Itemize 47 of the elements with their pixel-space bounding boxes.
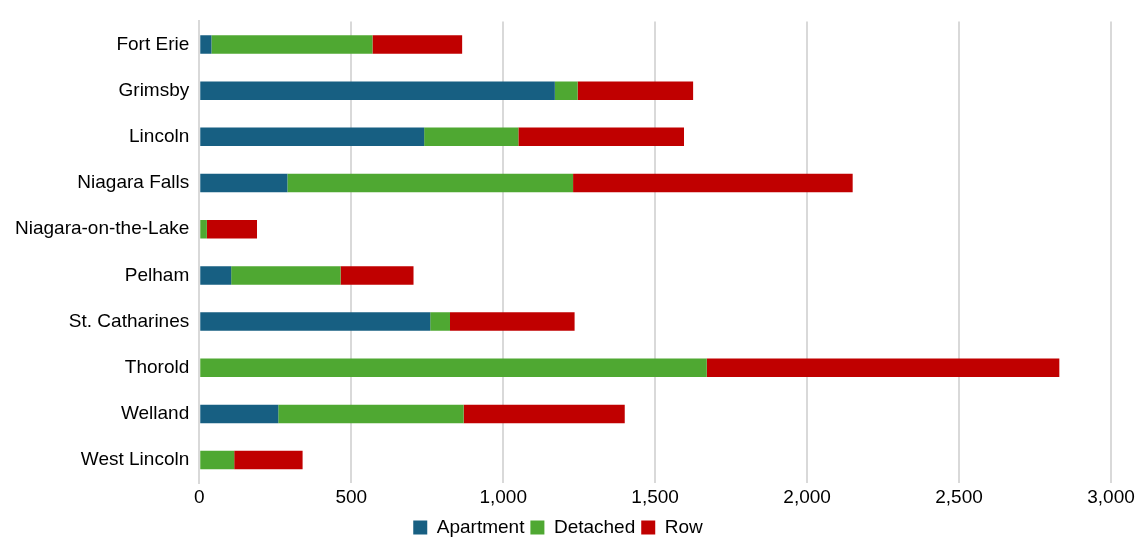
x-tick-label: 1,500	[631, 485, 679, 507]
bar	[340, 266, 414, 285]
y-tick-label: West Lincoln	[80, 448, 190, 470]
bar	[234, 450, 303, 470]
bar	[200, 358, 707, 377]
y-tick-label: Niagara Falls	[77, 171, 190, 193]
bar	[231, 266, 341, 285]
y-tick-label: Thorold	[124, 355, 190, 377]
x-tick-label: 3,000	[1087, 485, 1135, 507]
x-tick-label: 500	[335, 485, 368, 507]
bar	[463, 404, 625, 424]
bar	[200, 173, 288, 193]
bar	[200, 450, 235, 470]
bar	[706, 358, 1060, 377]
bar	[577, 81, 694, 100]
bar	[200, 127, 425, 147]
y-tick-label: Grimsby	[118, 78, 190, 100]
bar	[200, 266, 232, 285]
legend-label: Detached	[553, 515, 636, 537]
x-tick-label: 1,000	[479, 485, 527, 507]
y-tick-label: Pelham	[124, 263, 190, 285]
y-tick-label: St. Catharines	[68, 309, 190, 331]
bar	[278, 404, 464, 424]
x-tick-label: 2,500	[935, 485, 983, 507]
bar	[206, 219, 258, 239]
legend-label: Row	[664, 515, 704, 537]
x-tick-label: 2,000	[783, 485, 831, 507]
bar	[449, 312, 575, 331]
bar	[200, 81, 555, 100]
bar	[211, 35, 373, 54]
bar	[424, 127, 519, 147]
bar	[200, 219, 207, 239]
bar	[573, 173, 853, 193]
bar	[518, 127, 684, 147]
bar	[200, 404, 279, 424]
y-tick-label: Welland	[120, 402, 190, 424]
bar	[287, 173, 574, 193]
y-tick-label: Fort Erie	[116, 32, 190, 54]
bar	[200, 35, 212, 54]
x-tick-label: 0	[193, 485, 205, 507]
y-tick-label: Lincoln	[129, 125, 190, 147]
bar	[554, 81, 578, 100]
y-tick-label: Niagara-on-the-Lake	[15, 217, 190, 239]
legend-label: Apartment	[436, 515, 526, 537]
bar	[372, 35, 463, 54]
bar	[200, 312, 431, 331]
bar	[430, 312, 450, 331]
